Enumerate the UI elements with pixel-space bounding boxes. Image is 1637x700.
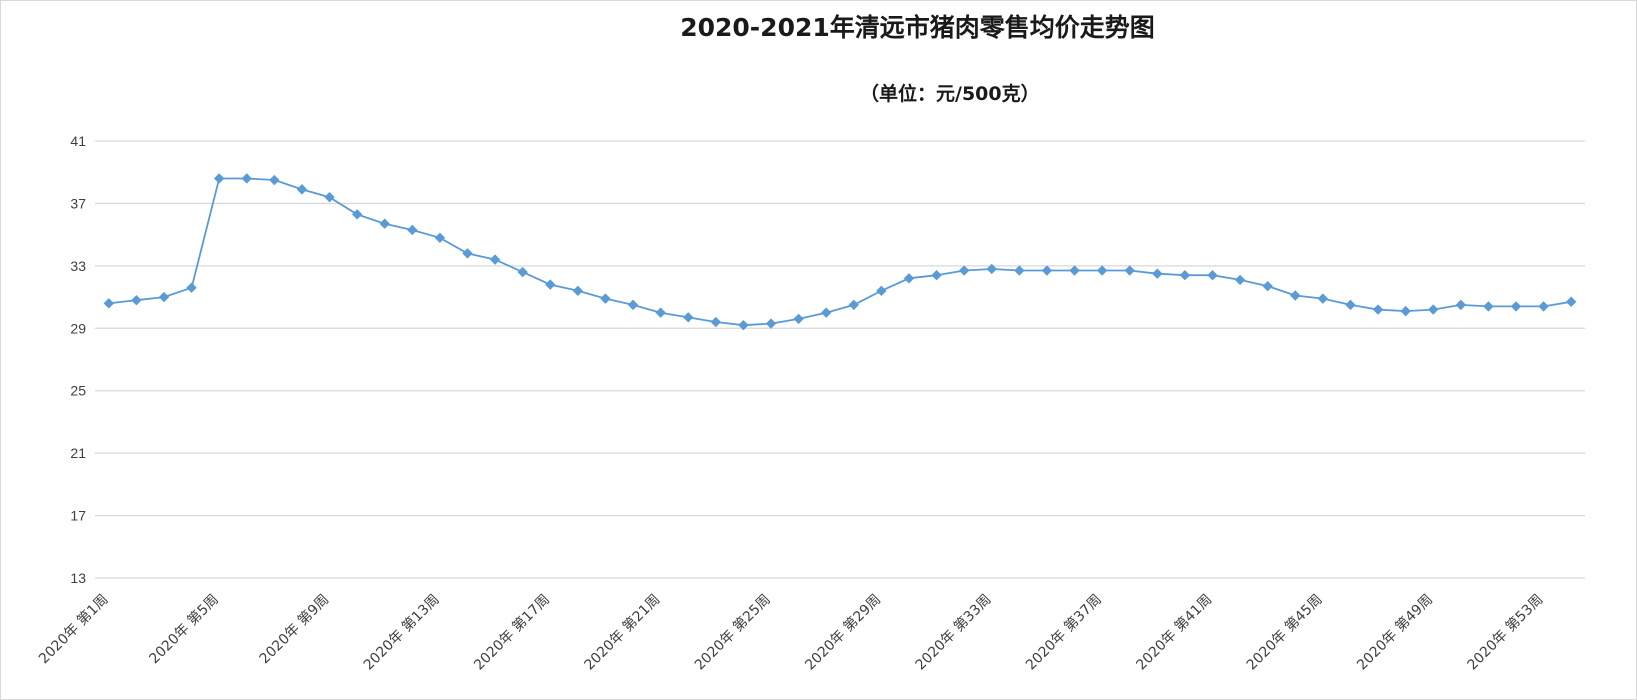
x-tick-label: 2020年 第25周 xyxy=(691,591,774,674)
data-point-marker xyxy=(903,273,915,284)
data-point-marker xyxy=(655,307,666,318)
x-tick-label: 2020年 第49周 xyxy=(1353,591,1436,674)
data-point-marker xyxy=(1428,304,1439,315)
y-tick-label: 29 xyxy=(70,320,86,336)
data-point-marker xyxy=(462,248,473,259)
data-point-marker xyxy=(1096,265,1108,276)
data-point-marker xyxy=(1455,299,1467,311)
data-point-marker xyxy=(1566,296,1577,307)
data-point-marker xyxy=(545,279,556,290)
x-tick-label: 2020年 第37周 xyxy=(1022,591,1105,674)
data-point-marker xyxy=(1290,290,1301,301)
x-tick-label: 2020年 第13周 xyxy=(360,591,443,674)
x-tick-label: 2020年 第5周 xyxy=(146,591,222,667)
data-point-marker xyxy=(103,298,114,309)
data-point-marker xyxy=(489,254,501,265)
data-point-marker xyxy=(1538,301,1549,312)
y-axis-ticks: 41 37 33 29 25 21 17 13 xyxy=(70,133,86,586)
y-tick-label: 41 xyxy=(70,133,86,149)
x-tick-label: 2020年 第29周 xyxy=(802,591,885,674)
data-point-marker xyxy=(1262,280,1273,292)
data-point-marker xyxy=(848,299,859,311)
data-point-marker xyxy=(1317,293,1329,304)
data-point-marker xyxy=(821,307,832,318)
data-point-marker xyxy=(296,184,308,195)
data-point-marker xyxy=(1014,265,1025,276)
data-point-marker xyxy=(213,173,225,184)
y-tick-label: 17 xyxy=(70,508,86,524)
x-tick-label: 2020年 第17周 xyxy=(470,591,553,674)
data-point-marker xyxy=(158,291,170,303)
x-tick-label: 2020年 第1周 xyxy=(35,591,111,667)
y-tick-label: 13 xyxy=(70,570,86,586)
data-point-marker xyxy=(324,191,335,203)
data-point-marker xyxy=(1483,301,1494,312)
data-point-marker xyxy=(434,232,446,243)
x-tick-label: 2020年 第53周 xyxy=(1464,591,1547,674)
data-point-marker xyxy=(1400,305,1411,317)
data-point-marker xyxy=(738,319,749,331)
chart-unit-subtitle: （单位：元/500克） xyxy=(860,83,1040,105)
data-point-marker xyxy=(931,270,942,281)
data-point-marker xyxy=(683,312,694,323)
data-point-marker xyxy=(958,265,970,276)
data-point-marker xyxy=(765,318,777,329)
data-point-marker xyxy=(379,218,390,229)
x-tick-label: 2020年 第45周 xyxy=(1243,591,1326,674)
data-point-marker xyxy=(710,316,722,328)
data-point-marker xyxy=(1372,304,1384,315)
data-point-marker xyxy=(793,313,804,325)
y-tick-label: 25 xyxy=(70,383,86,399)
data-point-marker xyxy=(269,174,280,186)
data-point-marker xyxy=(407,224,418,236)
y-tick-label: 21 xyxy=(70,445,86,461)
data-point-marker xyxy=(186,282,197,293)
data-point-marker xyxy=(241,173,252,184)
x-axis-ticks: 2020年 第1周 2020年 第5周 2020年 第9周 2020年 第13周 202… xyxy=(35,591,1546,674)
chart-title: 2020-2021年清远市猪肉零售均价走势图 xyxy=(680,13,1155,42)
data-point-marker xyxy=(517,266,528,278)
data-point-marker xyxy=(600,293,611,304)
data-point-marker xyxy=(1510,301,1522,312)
data-point-marker xyxy=(876,285,887,297)
data-point-marker xyxy=(1124,265,1135,276)
x-tick-label: 2020年 第33周 xyxy=(912,591,995,674)
gridlines xyxy=(95,140,1585,579)
data-point-marker xyxy=(1179,270,1191,281)
data-point-marker xyxy=(1234,274,1246,286)
data-point-marker xyxy=(1069,265,1080,276)
data-point-marker xyxy=(1041,265,1053,276)
y-tick-label: 33 xyxy=(70,258,86,274)
x-tick-label: 2020年 第41周 xyxy=(1133,591,1216,674)
series-line xyxy=(108,177,1572,327)
data-point-marker xyxy=(627,299,639,311)
x-tick-label: 2020年 第21周 xyxy=(581,591,664,674)
data-point-marker xyxy=(1345,299,1356,311)
x-tick-label: 2020年 第9周 xyxy=(256,591,332,667)
data-point-marker xyxy=(351,209,363,220)
data-point-marker xyxy=(1207,270,1218,281)
data-point-marker xyxy=(572,285,584,297)
data-point-marker xyxy=(131,294,142,306)
price-series xyxy=(103,173,1577,331)
y-tick-label: 37 xyxy=(70,195,86,211)
data-point-marker xyxy=(986,263,997,275)
data-point-marker xyxy=(1152,268,1163,279)
